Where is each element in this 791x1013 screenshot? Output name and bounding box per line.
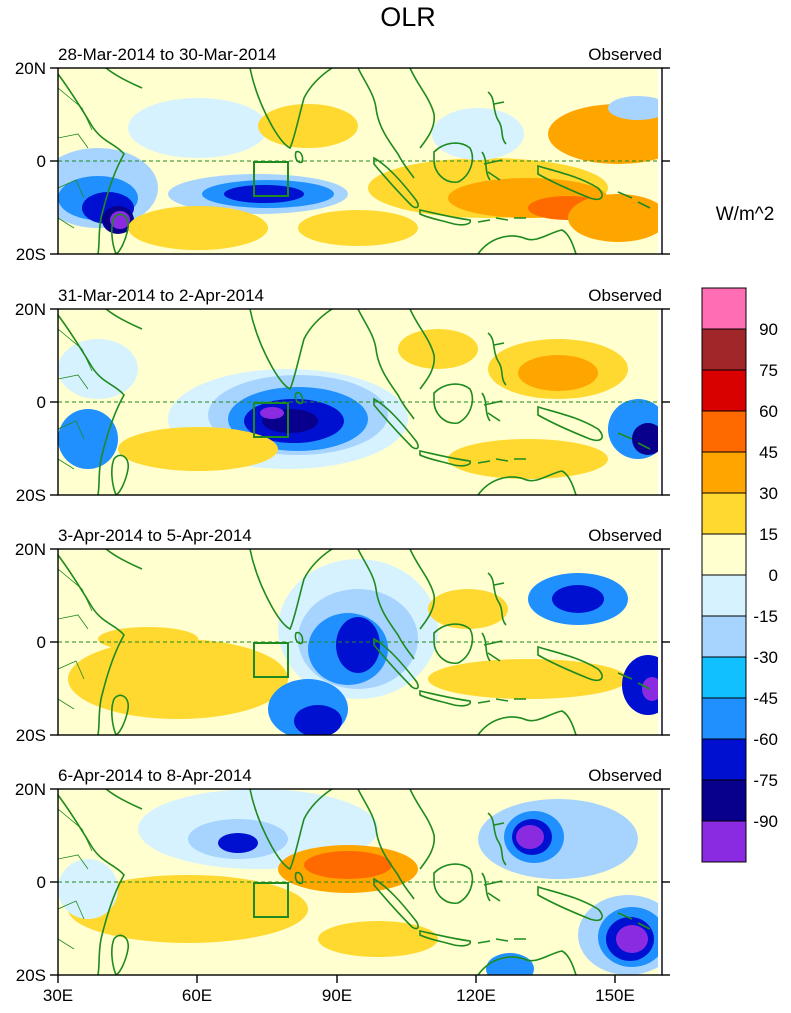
colorbar-swatch	[701, 574, 747, 617]
map-panel-4: 6-Apr-2014 to 8-Apr-2014 Observed	[15, 766, 670, 1005]
colorbar-swatch	[701, 328, 747, 371]
colorbar-swatch	[701, 451, 747, 494]
panel-2-date-range: 31-Mar-2014 to 2-Apr-2014	[58, 286, 264, 305]
colorbar-swatch	[701, 656, 747, 699]
colorbar-swatch	[701, 369, 747, 412]
panel-4-label: Observed	[588, 766, 662, 785]
colorbar-label: 75	[759, 361, 778, 380]
colorbar-label: -60	[753, 730, 778, 749]
units-label: W/m^2	[716, 204, 775, 225]
lon-label-90e: 90E	[322, 986, 352, 1005]
panel-3-date-range: 3-Apr-2014 to 5-Apr-2014	[58, 526, 252, 545]
map-panel-2: 31-Mar-2014 to 2-Apr-2014 Observed	[15, 286, 670, 505]
colorbar-swatch	[701, 492, 747, 535]
lat-label-20n: 20N	[15, 59, 46, 78]
lat-label-20s: 20S	[16, 726, 46, 745]
colorbar-label: -75	[753, 771, 778, 790]
colorbar-swatch	[701, 615, 747, 658]
colorbar-label: 90	[759, 320, 778, 339]
colorbar-label: 45	[759, 443, 778, 462]
lat-label-20s: 20S	[16, 966, 46, 985]
lon-label-150e: 150E	[595, 986, 635, 1005]
colorbar-swatch	[701, 287, 747, 330]
lat-label-0: 0	[37, 633, 46, 652]
panel-1-date-range: 28-Mar-2014 to 30-Mar-2014	[58, 45, 276, 64]
colorbar-swatch	[701, 410, 747, 453]
lat-label-20s: 20S	[16, 245, 46, 264]
colorbar-label: 30	[759, 484, 778, 503]
panel-2-label: Observed	[588, 286, 662, 305]
colorbar-label: -30	[753, 648, 778, 667]
colorbar-label: -90	[753, 812, 778, 831]
lat-label-0: 0	[37, 152, 46, 171]
colorbar-swatch	[701, 533, 747, 576]
colorbar-label: 15	[759, 525, 778, 544]
colorbar-label: 0	[769, 566, 778, 585]
lat-label-0: 0	[37, 873, 46, 892]
panel-1-label: Observed	[588, 45, 662, 64]
panel-4-date-range: 6-Apr-2014 to 8-Apr-2014	[58, 766, 252, 785]
map-panel-3: 3-Apr-2014 to 5-Apr-2014 Observed	[15, 526, 670, 745]
colorbar: 90 75 60 45 30 15 0 -15 -30 -45 -60 -75 -90	[701, 287, 778, 863]
lon-label-60e: 60E	[182, 986, 212, 1005]
lon-label-120e: 120E	[456, 986, 496, 1005]
colorbar-swatch	[701, 779, 747, 822]
lat-label-20s: 20S	[16, 486, 46, 505]
colorbar-label: -45	[753, 689, 778, 708]
figure-title: OLR	[380, 2, 436, 32]
panel-3-label: Observed	[588, 526, 662, 545]
lat-label-20n: 20N	[15, 300, 46, 319]
map-panel-1: 28-Mar-2014 to 30-Mar-2014 Observed	[15, 45, 670, 264]
colorbar-swatch	[701, 738, 747, 781]
colorbar-swatch	[701, 820, 747, 863]
colorbar-label: -15	[753, 607, 778, 626]
lat-label-0: 0	[37, 393, 46, 412]
lon-label-30e: 30E	[43, 986, 73, 1005]
colorbar-swatch	[701, 697, 747, 740]
colorbar-label: 60	[759, 402, 778, 421]
lat-label-20n: 20N	[15, 540, 46, 559]
lat-label-20n: 20N	[15, 780, 46, 799]
